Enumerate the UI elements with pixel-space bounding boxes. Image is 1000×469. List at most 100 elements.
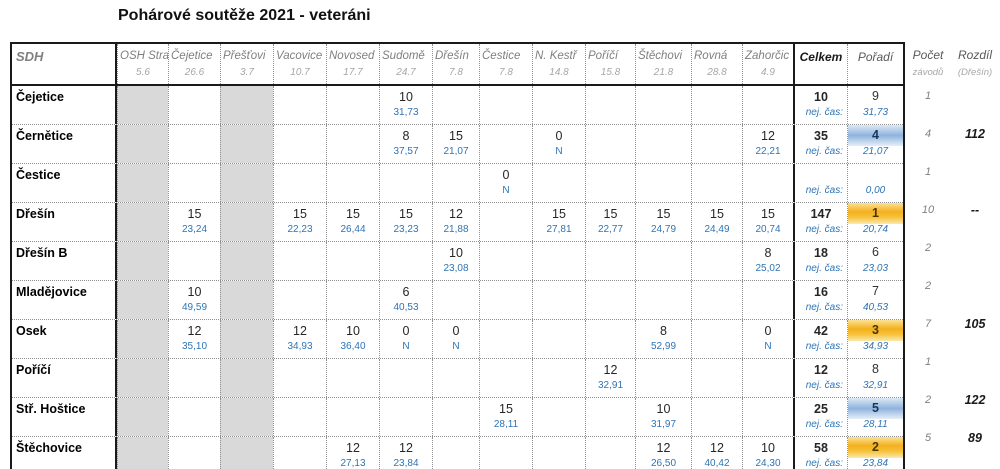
result-points — [586, 164, 635, 185]
result-cell — [432, 359, 479, 397]
result-cell: 12 34,93 — [273, 320, 326, 358]
pocet-row: 2 — [905, 276, 951, 314]
result-cell: 12 21,88 — [432, 203, 479, 241]
result-cell — [742, 86, 793, 124]
result-time — [636, 302, 691, 318]
pocet-row: 1 — [905, 86, 951, 124]
pocet-row: 2 — [905, 390, 951, 428]
result-time — [692, 185, 742, 201]
result-cell — [273, 398, 326, 436]
result-cell — [273, 164, 326, 202]
result-cell — [326, 281, 379, 319]
result-time — [692, 341, 742, 357]
result-time — [380, 380, 432, 396]
team-name-cell: Mladějovice — [12, 281, 117, 319]
rank-value: 6 — [872, 245, 879, 259]
result-time: N — [555, 146, 563, 157]
rozdil-row — [951, 352, 999, 390]
results-table: SDH OSH Stra 5.6 Čejetice 26.6 Přešťovi 3.7 Vac… — [10, 42, 905, 469]
result-cell: 10 36,40 — [326, 320, 379, 358]
result-cell — [326, 125, 379, 163]
result-cell: 12 23,84 — [379, 437, 432, 469]
table-row: Dřešín 15 23,24 15 22,23 15 26,44 15 23,23 12 21,8… — [12, 203, 903, 242]
result-cell — [691, 125, 742, 163]
result-points: 12 — [656, 441, 671, 455]
total-cell: 58 nej. čas: — [793, 437, 847, 469]
team-name-cell: Čestice — [12, 164, 117, 202]
team-name: Osek — [16, 324, 47, 338]
result-cell — [532, 281, 585, 319]
result-time — [118, 419, 168, 435]
nej-cas-label: nej. čas: — [805, 185, 843, 196]
result-cell — [168, 398, 220, 436]
team-name-cell: Stř. Hoštice — [12, 398, 117, 436]
result-time — [327, 107, 379, 123]
venue-label: Čestice — [482, 50, 521, 62]
rank-value: 5 — [848, 398, 903, 419]
result-points — [480, 437, 532, 458]
result-cell — [691, 398, 742, 436]
result-points: 12 — [346, 441, 360, 455]
rank-cell: 4 21,07 — [847, 125, 903, 163]
result-points — [743, 281, 793, 302]
total-points: 35 — [814, 129, 828, 143]
result-time — [118, 302, 168, 318]
result-time — [692, 146, 742, 162]
total-cell: 16 nej. čas: — [793, 281, 847, 319]
result-time: 26,50 — [650, 458, 677, 469]
result-cell: 12 26,50 — [635, 437, 691, 469]
result-time — [169, 458, 220, 469]
result-points — [533, 86, 585, 107]
result-time: N — [402, 341, 410, 352]
best-time: 40,53 — [862, 302, 889, 313]
result-points: 10 — [399, 90, 413, 104]
result-cell — [742, 281, 793, 319]
result-cell: 12 35,10 — [168, 320, 220, 358]
venue-date: 7.8 — [449, 67, 463, 78]
result-cell — [691, 320, 742, 358]
pocet-value: 7 — [924, 318, 932, 330]
result-points — [380, 398, 432, 419]
result-cell — [379, 398, 432, 436]
result-cell — [532, 320, 585, 358]
result-points: 15 — [656, 207, 671, 221]
result-time: 40,53 — [393, 302, 419, 313]
rank-cell: 9 31,73 — [847, 86, 903, 124]
result-points: 0 — [502, 168, 510, 182]
rozdil-value: 105 — [964, 317, 986, 331]
result-cell — [479, 359, 532, 397]
rozdil-value: 89 — [968, 431, 982, 445]
result-time — [327, 302, 379, 318]
result-time: 52,99 — [650, 341, 677, 352]
result-time — [743, 302, 793, 318]
sdh-label: SDH — [16, 49, 44, 64]
rank-value: 4 — [848, 125, 903, 146]
result-time — [533, 302, 585, 318]
rozdil-title: Rozdíl — [957, 48, 992, 62]
result-time — [327, 380, 379, 396]
best-time: 20,74 — [862, 224, 889, 235]
result-time — [692, 302, 742, 318]
result-time — [221, 107, 273, 123]
result-cell: 8 37,57 — [379, 125, 432, 163]
result-time — [274, 302, 326, 318]
result-cell — [273, 242, 326, 280]
result-time — [118, 341, 168, 357]
pocet-column: Počet závodů 1 4 1 10 2 2 7 1 2 5 — [905, 42, 951, 466]
team-name-cell: Štěchovice — [12, 437, 117, 469]
result-cell — [635, 359, 691, 397]
result-cell: 8 52,99 — [635, 320, 691, 358]
rank-cell: 5 28,11 — [847, 398, 903, 436]
result-time: 36,40 — [340, 341, 366, 352]
total-points: 147 — [810, 207, 832, 221]
header-row: SDH OSH Stra 5.6 Čejetice 26.6 Přešťovi 3.7 Vac… — [12, 44, 903, 86]
result-points — [533, 242, 585, 263]
result-time — [692, 380, 742, 396]
result-cell — [220, 281, 273, 319]
nej-cas-label: nej. čas: — [805, 380, 843, 391]
result-points — [533, 359, 585, 380]
result-time — [433, 302, 479, 318]
result-time — [636, 146, 691, 162]
result-points — [221, 125, 273, 146]
